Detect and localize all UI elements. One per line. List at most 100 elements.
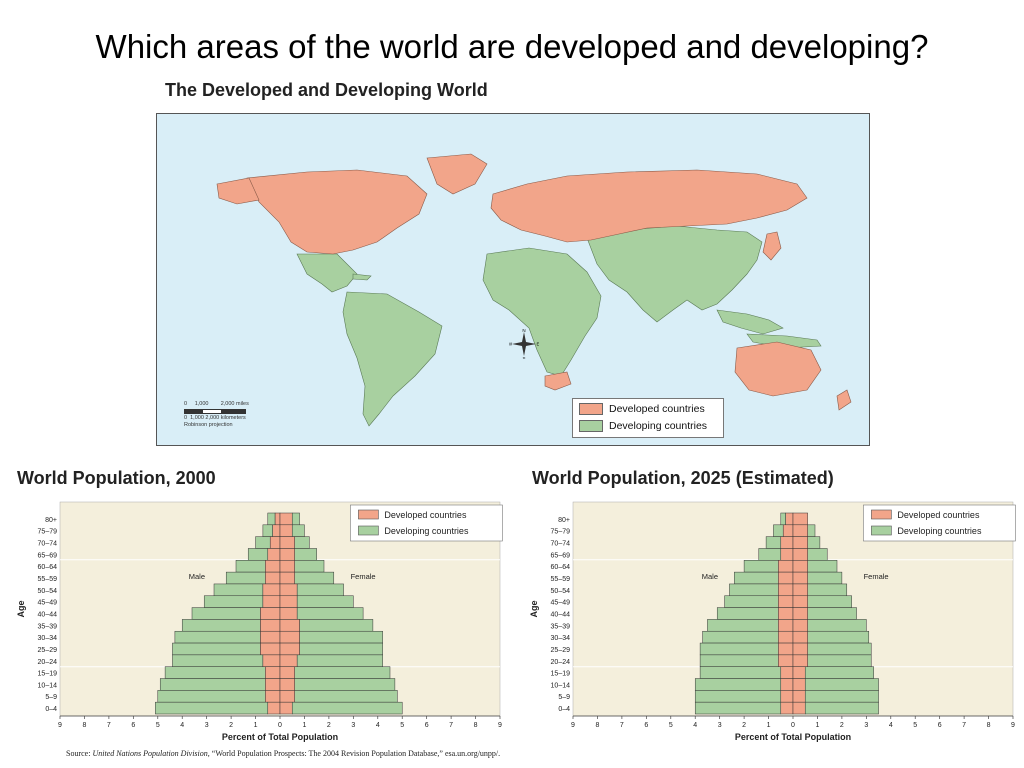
bar-developing-male	[734, 571, 779, 585]
bar-developing-male	[765, 536, 782, 549]
region-central-america	[296, 253, 358, 293]
developed-swatch	[579, 403, 603, 415]
region-north-america	[246, 169, 428, 255]
bar-developed-female	[792, 666, 806, 679]
bar-developing-male	[174, 630, 261, 644]
region-south-america	[342, 291, 443, 427]
bar-developed-female	[792, 583, 808, 597]
x-tick-label: 9	[1011, 722, 1015, 729]
region-africa	[482, 247, 602, 377]
scale-bar	[184, 409, 246, 414]
bar-developing-male	[694, 678, 782, 691]
world-map: 0 1,000 2,000 miles 0 1,000 2,000 kilome…	[156, 113, 870, 446]
age-category-label: 80+	[45, 517, 57, 524]
bar-developing-male	[255, 536, 271, 549]
chart-2000-title: World Population, 2000	[17, 468, 216, 488]
bar-developed-male	[274, 512, 281, 526]
bar-developed-female	[279, 630, 300, 644]
bar-developing-female	[294, 690, 398, 703]
bar-developed-male	[269, 536, 281, 549]
bar-developing-male	[235, 560, 266, 573]
x-tick-label: 6	[644, 722, 648, 729]
x-tick-label: 0	[278, 722, 282, 729]
bar-developed-female	[279, 619, 300, 632]
bar-developing-male	[172, 654, 264, 667]
age-category-label: 50–54	[551, 588, 571, 595]
x-tick-label: 7	[962, 722, 966, 729]
age-category-label: 65–69	[551, 552, 571, 559]
bar-developed-female	[279, 654, 298, 667]
bar-developing-male	[225, 571, 266, 585]
bar-developed-female	[279, 642, 300, 656]
bar-developing-male	[159, 678, 266, 691]
bar-developed-male	[260, 630, 281, 644]
region-greenland	[426, 153, 488, 195]
population-pyramid-2025: 9 8 7 6 5 4 3 2 1 0 1 2 3 4 5 6 7 8 9 80+ 75–79 70–74 65–69 60–…	[529, 501, 1016, 742]
x-tick-label: 4	[180, 722, 184, 729]
legend-label-developed: Developed countries	[384, 510, 467, 520]
bar-developing-female	[804, 701, 879, 715]
age-category-label: 55–59	[38, 576, 58, 583]
bar-developed-male	[267, 548, 281, 561]
bar-developed-male	[262, 654, 281, 667]
bar-developed-female	[279, 607, 298, 620]
bar-developing-female	[291, 701, 403, 715]
bar-developing-male	[213, 583, 264, 597]
age-category-label: 40–44	[551, 611, 571, 618]
bar-developing-female	[291, 512, 300, 526]
bar-developed-female	[279, 524, 293, 537]
legend-label-developing: Developing countries	[897, 526, 982, 536]
x-tick-label: 3	[351, 722, 355, 729]
male-label: Male	[189, 572, 205, 581]
bar-developing-female	[804, 690, 879, 703]
bar-developed-female	[279, 548, 295, 561]
legend-swatch-developed	[358, 509, 379, 520]
x-tick-label: 3	[864, 722, 868, 729]
bar-developed-female	[792, 607, 808, 620]
bar-developing-male	[773, 524, 784, 537]
bar-developing-female	[296, 595, 354, 608]
x-tick-label: 1	[767, 722, 771, 729]
x-tick-label: 8	[474, 722, 478, 729]
bar-developing-female	[294, 560, 325, 573]
bar-developing-male	[729, 583, 779, 597]
age-category-label: 25–29	[551, 647, 571, 654]
region-new-zealand	[836, 389, 852, 411]
age-category-label: 65–69	[38, 552, 58, 559]
age-category-label: 60–64	[38, 564, 58, 571]
age-category-label: 10–14	[38, 682, 58, 689]
x-tick-label: 0	[791, 722, 795, 729]
x-tick-label: 1	[254, 722, 258, 729]
bar-developing-female	[807, 536, 821, 549]
age-category-label: 5–9	[45, 694, 57, 701]
x-tick-label: 4	[889, 722, 893, 729]
source-citation: Source: United Nations Population Divisi…	[66, 749, 501, 758]
bar-developing-female	[291, 524, 305, 537]
age-category-label: 70–74	[38, 541, 58, 548]
bar-developing-male	[707, 619, 779, 632]
bar-developed-female	[792, 536, 808, 549]
x-tick-label: 9	[571, 722, 575, 729]
bar-developing-male	[181, 619, 261, 632]
bar-developing-female	[807, 642, 872, 656]
region-asia	[586, 225, 763, 323]
bar-developed-female	[279, 571, 295, 585]
age-category-label: 30–34	[38, 635, 58, 642]
age-category-label: 20–24	[38, 659, 58, 666]
age-category-label: 60–64	[551, 564, 571, 571]
bar-developed-female	[279, 666, 295, 679]
age-category-label: 35–39	[551, 623, 571, 630]
region-southeast-asia	[716, 309, 784, 335]
bar-developing-female	[294, 678, 396, 691]
bar-developing-male	[164, 666, 266, 679]
bar-developing-male	[694, 701, 782, 715]
x-tick-label: 5	[913, 722, 917, 729]
bar-developing-male	[758, 548, 782, 561]
bar-developed-female	[792, 595, 808, 608]
bar-developed-male	[265, 690, 281, 703]
x-tick-label: 2	[229, 722, 233, 729]
bar-developed-male	[260, 607, 281, 620]
bar-developing-male	[172, 642, 261, 656]
bar-developing-female	[804, 666, 874, 679]
bar-developed-male	[272, 524, 281, 537]
